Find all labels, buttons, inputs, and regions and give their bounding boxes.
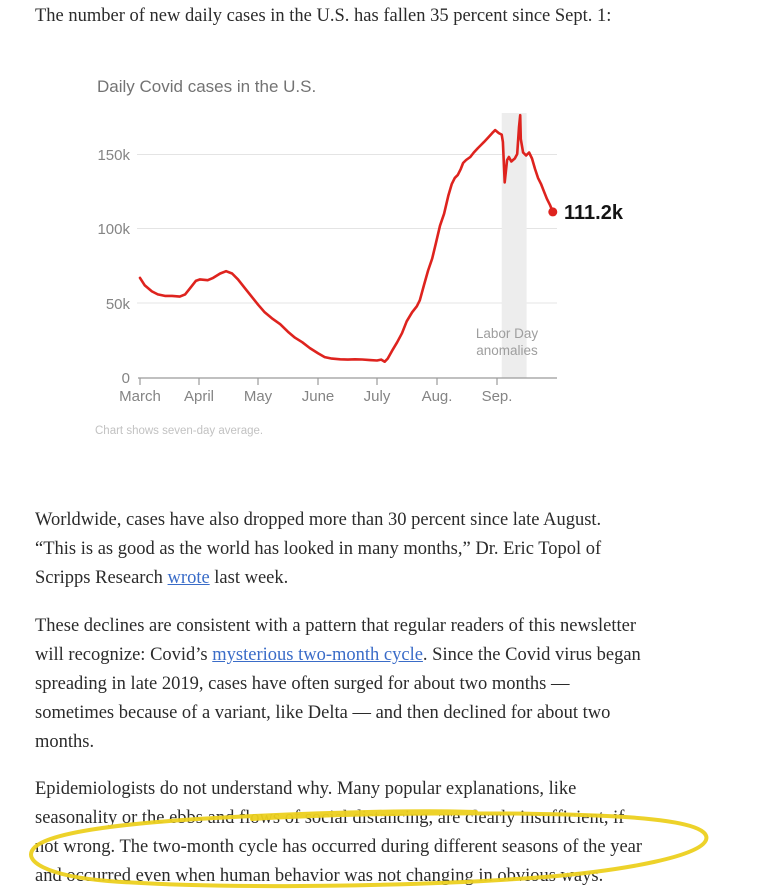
text-line: Worldwide, cases have also dropped more …: [35, 506, 601, 535]
chart-source-note: Chart shows seven-day average.: [95, 425, 264, 437]
text-segment: Scripps Research: [35, 568, 168, 588]
text-line: will recognize: Covid’s mysterious two-m…: [35, 641, 641, 670]
text-segment: spreading in late 2019, cases have often…: [35, 674, 570, 694]
text-segment: Worldwide, cases have also dropped more …: [35, 510, 602, 530]
covid-cases-chart: Daily Covid cases in the U.S. 150k 100k …: [97, 77, 624, 405]
y-tick-label: 100k: [97, 221, 130, 238]
text-segment: These declines are consistent with a pat…: [35, 616, 637, 636]
y-axis-labels: 150k 100k 50k 0: [97, 147, 130, 387]
end-point-dot: [548, 207, 558, 217]
text-segment: “This is as good as the world has looked…: [35, 539, 602, 559]
cases-line: [138, 113, 555, 364]
x-tick-label: May: [244, 388, 273, 405]
band-annotation-label: Labor Day anomalies: [476, 326, 539, 358]
text-segment: sometimes because of a variant, like Del…: [35, 703, 611, 723]
y-tick-label: 150k: [97, 147, 130, 164]
text-segment: seasonality or the ebbs and flows of soc…: [35, 808, 625, 828]
inline-link[interactable]: mysterious two-month cycle: [212, 645, 423, 665]
text-segment: months.: [35, 732, 95, 752]
paragraph: Worldwide, cases have also dropped more …: [35, 506, 601, 593]
chart-title: Daily Covid cases in the U.S.: [97, 77, 316, 96]
x-axis: [138, 377, 557, 385]
paragraph: These declines are consistent with a pat…: [35, 612, 641, 757]
text-line: sometimes because of a variant, like Del…: [35, 699, 641, 728]
text-line: not wrong. The two-month cycle has occur…: [35, 833, 642, 862]
y-tick-label: 50k: [106, 296, 131, 313]
text-segment: Epidemiologists do not understand why. M…: [35, 779, 577, 799]
x-tick-label: March: [119, 388, 161, 405]
text-line: Scripps Research wrote last week.: [35, 564, 601, 593]
x-tick-label: June: [302, 388, 335, 405]
y-tick-label: 0: [122, 370, 130, 387]
end-point-label: 111.2k: [564, 202, 624, 224]
x-tick-label: July: [364, 388, 391, 405]
svg-text:anomalies: anomalies: [476, 343, 538, 358]
text-segment: and occurred even when human behavior wa…: [35, 866, 604, 886]
text-segment: will recognize: Covid’s: [35, 645, 213, 665]
x-tick-label: April: [184, 388, 214, 405]
text-line: and occurred even when human behavior wa…: [35, 862, 642, 891]
headline: The number of new daily cases in the U.S…: [35, 6, 612, 26]
x-tick-label: Sep.: [482, 388, 513, 405]
paragraph: Epidemiologists do not understand why. M…: [35, 775, 642, 891]
text-line: spreading in late 2019, cases have often…: [35, 670, 641, 699]
inline-link[interactable]: wrote: [167, 568, 210, 588]
text-segment: last week.: [209, 568, 289, 588]
x-tick-label: Aug.: [422, 388, 453, 405]
svg-text:Labor Day: Labor Day: [476, 326, 539, 341]
text-line: “This is as good as the world has looked…: [35, 535, 601, 564]
text-line: seasonality or the ebbs and flows of soc…: [35, 804, 642, 833]
x-axis-labels: March April May June July Aug. Sep.: [119, 388, 512, 405]
text-segment: . Since the Covid virus began: [422, 645, 641, 665]
text-line: These declines are consistent with a pat…: [35, 612, 641, 641]
gridlines: [137, 154, 557, 304]
text-line: months.: [35, 728, 641, 757]
text-segment: not wrong. The two-month cycle has occur…: [35, 837, 643, 857]
text-line: Epidemiologists do not understand why. M…: [35, 775, 642, 804]
